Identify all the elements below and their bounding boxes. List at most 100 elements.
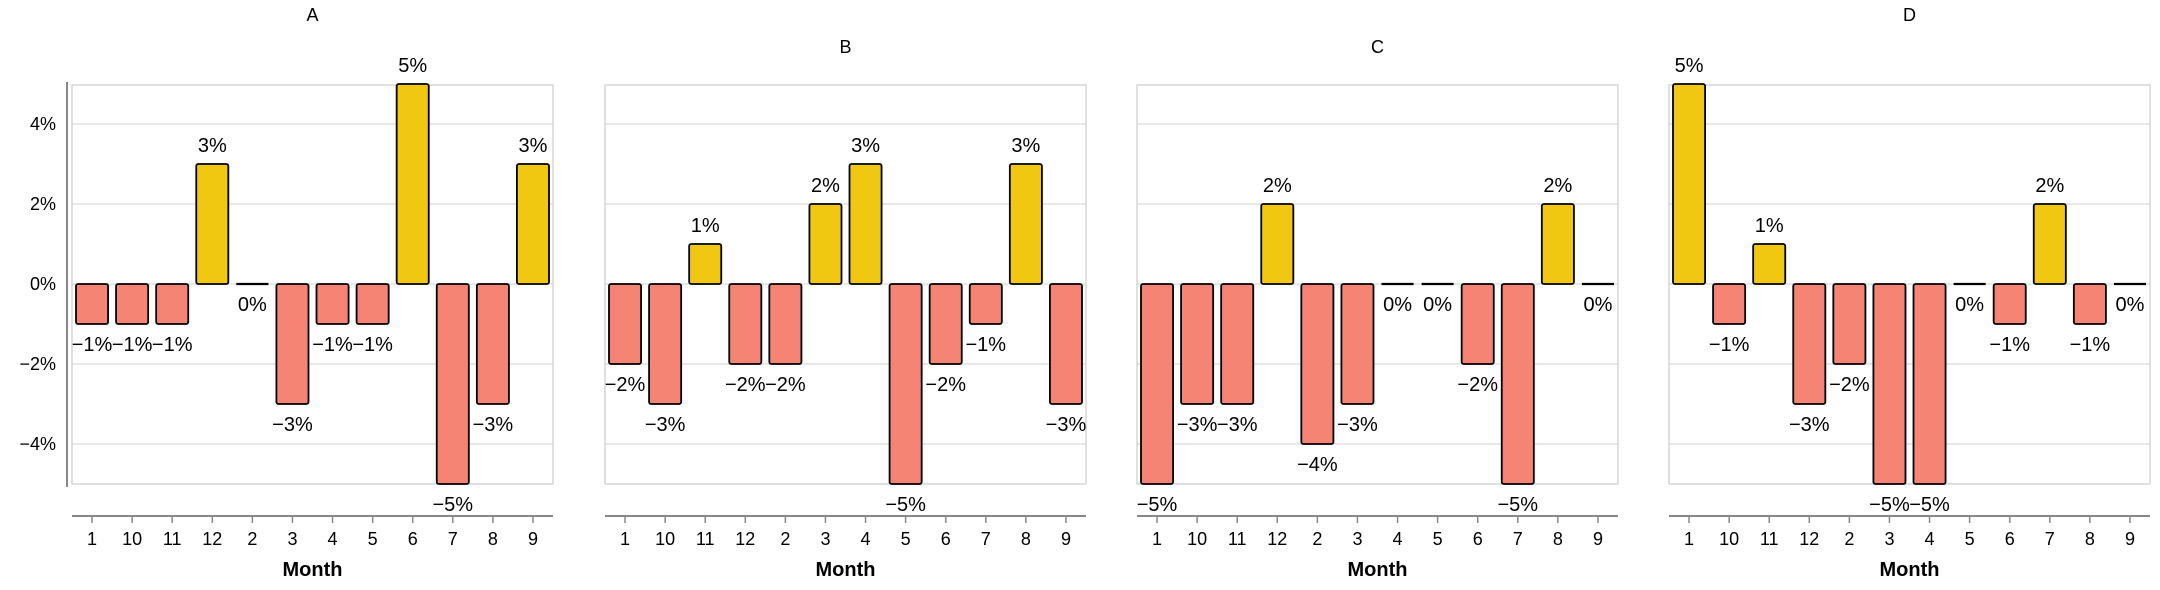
data-label: 3% xyxy=(851,135,880,157)
x-axis-title: Month xyxy=(816,559,876,581)
bar xyxy=(768,283,803,365)
x-tick-label: 9 xyxy=(1061,529,1071,549)
x-tick-label: 10 xyxy=(1187,529,1207,549)
x-tick-label: 5 xyxy=(1433,529,1443,549)
x-tick-label: 7 xyxy=(448,529,458,549)
data-label: −3% xyxy=(1337,414,1378,436)
bar xyxy=(1712,283,1747,325)
x-tick-label: 12 xyxy=(1267,529,1287,549)
data-label: −1% xyxy=(2070,334,2111,356)
x-tick-label: 11 xyxy=(163,529,182,549)
data-label: −3% xyxy=(473,414,514,436)
chart-title: D xyxy=(1903,5,1916,25)
x-tick-label: 12 xyxy=(202,529,222,549)
x-tick-label: 12 xyxy=(1799,529,1819,549)
bar xyxy=(1049,283,1083,405)
bar xyxy=(928,283,963,365)
chart-title: B xyxy=(839,37,851,57)
x-axis-title: Month xyxy=(283,559,343,581)
data-label: 1% xyxy=(691,215,720,237)
bar xyxy=(968,283,1003,325)
data-label: −1% xyxy=(112,334,153,356)
bar xyxy=(1180,283,1215,405)
x-tick-label: 2 xyxy=(780,529,790,549)
data-label: −5% xyxy=(885,494,926,516)
bar xyxy=(115,283,150,325)
chart-panel-C: C−5%−3% −3%2%−4%−3%0% 0%−2%−5%2%0%1 10 11 12 2… xyxy=(1136,37,1619,581)
x-tick-label: 1 xyxy=(620,529,630,549)
data-label: 0% xyxy=(1955,294,1984,316)
data-label: −2% xyxy=(725,374,766,396)
x-tick-label: 3 xyxy=(1884,529,1894,549)
bar xyxy=(1260,203,1295,285)
data-label: 0% xyxy=(238,294,267,316)
bar xyxy=(355,283,390,325)
bar xyxy=(728,283,763,365)
chart-panel-B: B−2%−3%1%−2% −2%2%3%−5%−2%−1%3%−3%1 10 11 12… xyxy=(604,37,1087,581)
data-label: 2% xyxy=(1543,175,1572,197)
x-tick-label: 4 xyxy=(328,529,338,549)
data-label: −1% xyxy=(352,334,393,356)
bar xyxy=(1872,283,1907,485)
x-tick-label: 8 xyxy=(1021,529,1031,549)
x-tick-label: 10 xyxy=(122,529,142,549)
data-label: 5% xyxy=(1675,55,1704,77)
bar xyxy=(1672,83,1706,285)
data-label: −2% xyxy=(1457,374,1498,396)
y-tick-label: −4% xyxy=(19,434,56,454)
data-label: −2% xyxy=(605,374,646,396)
data-label: 5% xyxy=(398,55,427,77)
y-tick-label: 4% xyxy=(30,114,56,134)
data-label: −1% xyxy=(1709,334,1750,356)
bar xyxy=(1792,283,1827,405)
bar xyxy=(516,163,550,285)
data-label: 2% xyxy=(811,175,840,197)
panel-border xyxy=(604,84,1087,485)
data-label: −3% xyxy=(1177,414,1218,436)
data-label: 3% xyxy=(519,135,548,157)
bar xyxy=(155,283,190,325)
bar xyxy=(1752,243,1787,285)
bar xyxy=(1912,283,1947,485)
x-tick-label: 6 xyxy=(941,529,951,549)
data-label: −1% xyxy=(312,334,353,356)
x-axis-title: Month xyxy=(1880,559,1940,581)
data-label: −5% xyxy=(1497,494,1538,516)
data-label: 1% xyxy=(1755,215,1784,237)
x-tick-label: 7 xyxy=(981,529,991,549)
y-tick-label: 2% xyxy=(30,194,56,214)
data-label: −2% xyxy=(1829,374,1870,396)
bar xyxy=(688,243,723,285)
chart-title: C xyxy=(1371,37,1384,57)
bar xyxy=(888,283,923,485)
panel-border xyxy=(71,84,554,485)
bar xyxy=(1300,283,1335,445)
x-tick-label: 5 xyxy=(1965,529,1975,549)
chart-panel-D: D5%−1%1%−3%−2%−5% −5%0%−1%2%−1%0%1 10 11 12 2… xyxy=(1668,5,2151,581)
bar xyxy=(395,83,430,285)
x-tick-label: 2 xyxy=(1312,529,1322,549)
data-label: −3% xyxy=(1217,414,1258,436)
x-tick-label: 4 xyxy=(1925,529,1935,549)
bar xyxy=(1992,283,2027,325)
data-label: −3% xyxy=(645,414,686,436)
bar xyxy=(1832,283,1867,365)
data-label: 2% xyxy=(2035,175,2064,197)
data-label: 0% xyxy=(1584,294,1613,316)
bar xyxy=(275,283,310,405)
x-tick-label: 2 xyxy=(247,529,257,549)
data-label: −2% xyxy=(925,374,966,396)
x-tick-label: 3 xyxy=(287,529,297,549)
x-tick-label: 3 xyxy=(1352,529,1362,549)
x-tick-label: 8 xyxy=(488,529,498,549)
data-label: 3% xyxy=(198,135,227,157)
bar xyxy=(2032,203,2067,285)
bar xyxy=(1140,283,1174,485)
bar xyxy=(1340,283,1375,405)
data-label: −3% xyxy=(272,414,313,436)
data-label: −3% xyxy=(1046,414,1087,436)
x-tick-label: 9 xyxy=(2125,529,2135,549)
x-tick-label: 3 xyxy=(820,529,830,549)
data-label: 0% xyxy=(1383,294,1412,316)
x-tick-label: 11 xyxy=(696,529,715,549)
